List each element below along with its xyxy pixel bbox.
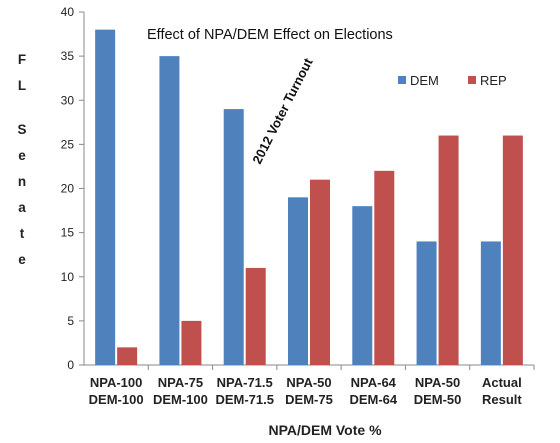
x-category-label: NPA-71.5 — [217, 375, 273, 390]
y-tick-label: 0 — [67, 358, 74, 372]
bar-rep — [181, 320, 202, 365]
y-axis-label-letter: a — [18, 200, 26, 215]
bar-dem — [288, 197, 308, 365]
bar-rep — [502, 135, 523, 365]
x-category-label: NPA-50 — [286, 375, 331, 390]
x-axis-label: NPA/DEM Vote % — [268, 422, 382, 438]
legend-label-dem: DEM — [410, 73, 439, 88]
bar-dem — [95, 29, 116, 366]
x-category-label: DEM-64 — [349, 392, 397, 407]
bar-dem — [352, 206, 373, 365]
bars — [95, 29, 523, 366]
y-axis-label-letter: S — [17, 122, 26, 137]
annotation-text: 2012 Voter Turnout — [249, 55, 316, 166]
bar-rep — [438, 135, 459, 365]
y-axis-label-letter: n — [18, 174, 26, 189]
x-category-label: Actual — [482, 375, 522, 390]
legend-swatch-rep — [468, 76, 476, 84]
bar-rep — [245, 267, 266, 365]
y-axis-label-letter: t — [20, 226, 25, 241]
x-category-label: DEM-100 — [153, 392, 208, 407]
y-tick-label: 20 — [61, 182, 75, 196]
bar-dem — [223, 109, 244, 365]
x-category-label: Result — [482, 392, 522, 407]
y-axis-label-letter: e — [18, 252, 26, 267]
x-category-label: NPA-64 — [351, 375, 397, 390]
bar-rep — [117, 347, 138, 365]
bar-dem — [159, 56, 180, 365]
x-category-label: DEM-50 — [414, 392, 462, 407]
x-category-label: NPA-100 — [90, 375, 143, 390]
y-axis-ticks: 0 5 10 15 20 25 30 35 40 — [61, 5, 84, 372]
y-tick-label: 25 — [61, 137, 75, 151]
y-tick-label: 30 — [61, 93, 75, 107]
y-tick-label: 35 — [61, 49, 75, 63]
x-category-label: NPA-75 — [158, 375, 203, 390]
legend-swatch-dem — [398, 76, 406, 84]
y-axis-label-letter: F — [18, 52, 26, 67]
bar-dem — [416, 241, 437, 365]
bar-rep — [310, 179, 330, 365]
x-category-label: DEM-75 — [285, 392, 333, 407]
legend-label-rep: REP — [480, 73, 507, 88]
bar-dem — [480, 241, 501, 365]
y-axis-label-letter: L — [18, 78, 26, 93]
x-category-label: DEM-100 — [89, 392, 144, 407]
y-axis-label-letter: e — [18, 148, 26, 163]
y-tick-label: 5 — [67, 314, 74, 328]
y-tick-label: 10 — [61, 270, 75, 284]
y-tick-label: 15 — [61, 226, 75, 240]
chart-title: Effect of NPA/DEM Effect on Elections — [147, 27, 393, 43]
x-axis-categories: NPA-100 DEM-100 NPA-75 DEM-100 NPA-71.5 DEM-7… — [89, 365, 535, 407]
x-category-label: DEM-71.5 — [215, 392, 274, 407]
legend: DEM REP — [398, 73, 507, 88]
x-category-label: NPA-50 — [415, 375, 460, 390]
bar-rep — [374, 170, 395, 365]
y-tick-label: 40 — [61, 5, 75, 19]
